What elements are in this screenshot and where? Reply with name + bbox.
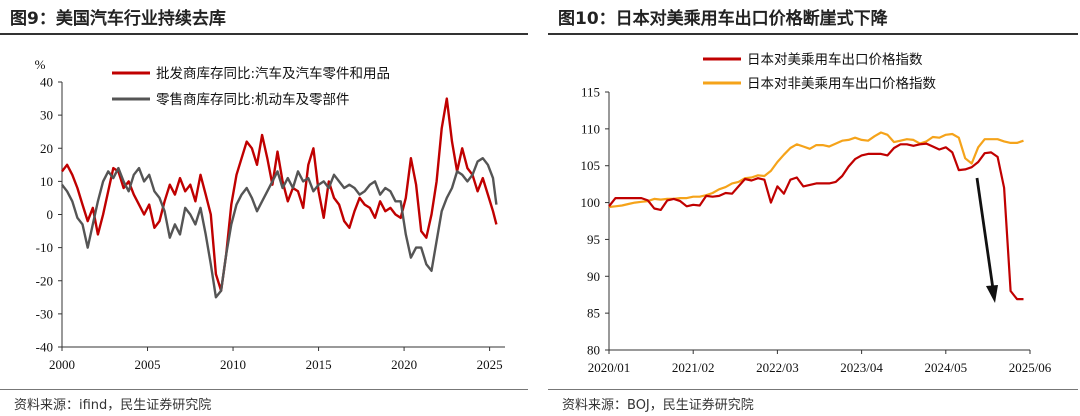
- left-y-tick-label: -20: [36, 273, 53, 288]
- right-annotation-arrow: [975, 177, 995, 290]
- left-y-tick-label: -40: [36, 340, 53, 355]
- right-source-note: 资料来源：BOJ，民生证券研究院: [562, 398, 754, 413]
- left-chart-svg: -40 -30 -20 -10 0 10 20 30 40 2000 2005 2010 2015 202…: [35, 57, 505, 372]
- left-legend-label-1: 零售商库存同比:机动车及零部件: [156, 91, 350, 108]
- right-y-tick-label: 90: [587, 269, 600, 284]
- right-chart-panel: 图10：日本对美乘用车出口价格断崖式下降 80 85 90 95 100 105 110 11…: [548, 0, 1080, 416]
- right-x-tick-label: 2025/06: [1009, 360, 1052, 375]
- right-source-rule: [548, 389, 1078, 390]
- right-y-tick-label: 95: [587, 232, 600, 247]
- left-y-unit-label: %: [35, 57, 46, 72]
- left-y-tick-label: 10: [40, 174, 53, 189]
- left-legend-label-0: 批发商库存同比:汽车及汽车零件和用品: [156, 65, 390, 82]
- left-title-rule: [0, 33, 528, 35]
- right-x-tick-label: 2023/04: [840, 360, 883, 375]
- left-series-line-0: [61, 97, 498, 292]
- right-series-line-1: [608, 131, 1024, 209]
- left-x-tick-label: 2000: [49, 357, 75, 372]
- right-y-tick-label: 110: [581, 121, 600, 136]
- left-x-tick-label: 2025: [477, 357, 503, 372]
- left-x-tick-label: 2010: [220, 357, 246, 372]
- left-x-tick-label: 2005: [135, 357, 161, 372]
- left-x-tick-label: 2015: [306, 357, 332, 372]
- right-chart-svg: 80 85 90 95 100 105 110 115 2020/01 2021/02 2022/0…: [581, 51, 1052, 375]
- left-chart-panel: 图9：美国汽车行业持续去库 -40 -30 -20 -10 0 10 20 30 40 2000 2…: [0, 0, 530, 416]
- left-y-tick-label: -10: [36, 240, 53, 255]
- left-y-tick-label: 0: [47, 207, 54, 222]
- right-x-tick-label: 2020/01: [588, 360, 631, 375]
- right-x-tick-label: 2021/02: [672, 360, 715, 375]
- left-source-note: 资料来源：ifind，民生证券研究院: [14, 398, 212, 413]
- left-y-tick-label: -30: [36, 306, 53, 321]
- left-y-tick-label: 20: [40, 141, 53, 156]
- right-legend-label-1: 日本对非美乘用车出口价格指数: [747, 75, 936, 92]
- left-source-rule: [0, 389, 528, 390]
- right-title-rule: [548, 33, 1078, 35]
- left-y-tick-label: 30: [40, 108, 53, 123]
- left-y-tick-label: 40: [40, 75, 53, 90]
- right-x-tick-label: 2024/05: [924, 360, 967, 375]
- right-y-tick-label: 80: [587, 343, 600, 358]
- right-chart-title: 图10：日本对美乘用车出口价格断崖式下降: [558, 9, 888, 29]
- right-series-line-0: [608, 142, 1024, 301]
- left-series-line-1: [61, 156, 498, 299]
- right-annotation-arrowhead: [986, 285, 998, 303]
- right-y-tick-label: 85: [587, 306, 600, 321]
- right-x-tick-label: 2022/03: [756, 360, 799, 375]
- right-legend-label-0: 日本对美乘用车出口价格指数: [747, 51, 923, 68]
- right-y-tick-label: 105: [581, 158, 601, 173]
- left-chart-title: 图9：美国汽车行业持续去库: [10, 9, 226, 29]
- right-y-tick-label: 115: [581, 85, 600, 100]
- left-x-tick-label: 2020: [391, 357, 417, 372]
- right-y-tick-label: 100: [581, 195, 601, 210]
